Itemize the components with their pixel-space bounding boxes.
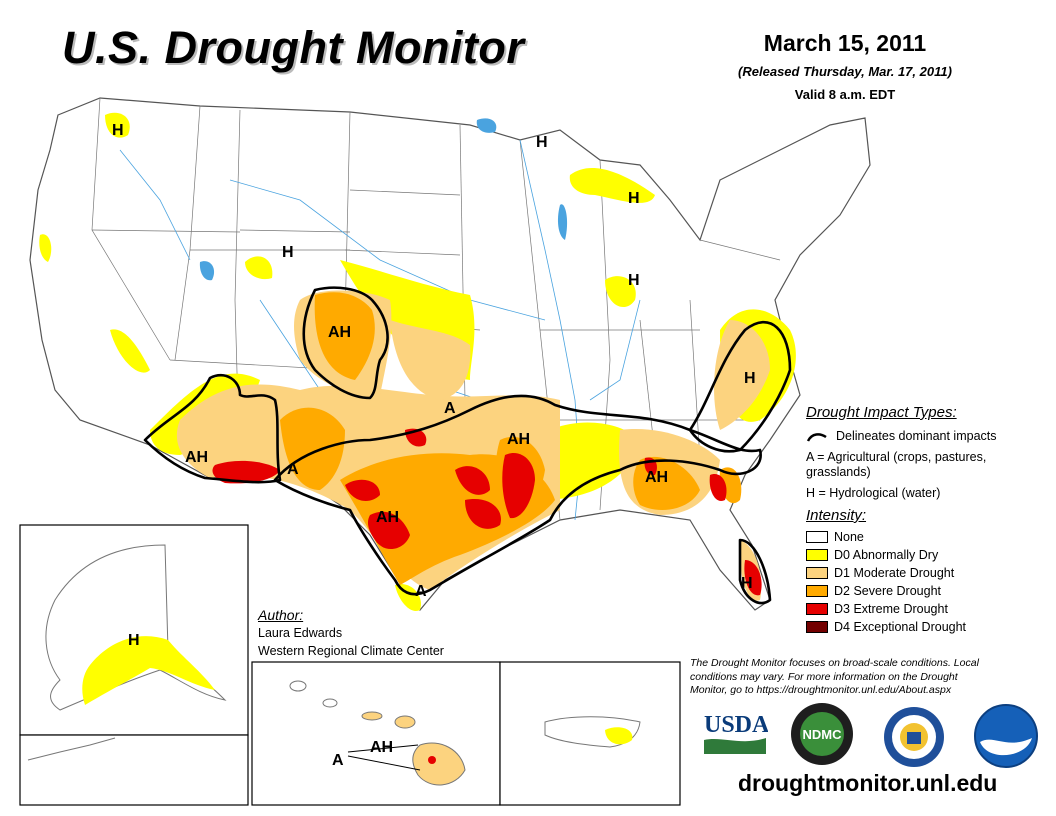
intensity-swatch [806, 567, 828, 579]
map-label-ah: AH [645, 469, 668, 486]
map-label-ah: AH [185, 449, 208, 466]
intensity-swatch [806, 531, 828, 543]
impact-line-icon [806, 432, 827, 442]
author-name: Laura Edwards [258, 626, 343, 640]
intensity-label: D4 Exceptional Drought [834, 620, 967, 634]
map-labels: H H H H H AH H A AH AH A AH AH H A H AH … [112, 122, 756, 769]
map-label-a: A [415, 583, 427, 600]
author-heading: Author: [258, 607, 304, 623]
intensity-row: D0 Abnormally Dry [806, 546, 1046, 564]
map-label-h: H [282, 244, 294, 261]
author-block: Author: Laura Edwards Western Regional C… [258, 606, 444, 660]
map-label-h: H [628, 272, 640, 289]
impact-line-label: Delineates dominant impacts [836, 429, 997, 443]
map-label-ah: AH [376, 509, 399, 526]
intensity-swatch [806, 585, 828, 597]
map-label-h: H [112, 122, 124, 139]
ndmc-logo-text: NDMC [803, 727, 843, 742]
page-title: U.S. Drought Monitor [62, 22, 525, 73]
map-label-h: H [628, 190, 640, 207]
intensity-swatch [806, 603, 828, 615]
disclaimer-note: The Drought Monitor focuses on broad-sca… [690, 657, 979, 696]
impact-a-row: A = Agricultural (crops, pastures, grass… [806, 450, 1046, 480]
intensity-label: None [834, 530, 864, 544]
legend: Drought Impact Types: Delineates dominan… [806, 404, 1046, 636]
intensity-swatch [806, 549, 828, 561]
d3-areas [212, 428, 762, 596]
author-org: Western Regional Climate Center [258, 644, 444, 658]
impact-boundaries [143, 286, 792, 605]
impact-h-row: H = Hydrological (water) [806, 486, 1046, 501]
impact-heading: Drought Impact Types: [806, 404, 957, 421]
map-label-h: H [744, 370, 756, 387]
hawaii-inset-frame [251, 661, 501, 806]
intensity-row: D2 Severe Drought [806, 582, 1046, 600]
lakes [199, 118, 568, 281]
impact-a-label: A = Agricultural (crops, pastures, grass… [806, 450, 987, 479]
map-label-ah: AH [370, 739, 393, 756]
map-label-a: A [332, 752, 344, 769]
intensity-label: D3 Extreme Drought [834, 602, 948, 616]
intensity-row: D4 Exceptional Drought [806, 618, 1046, 636]
usda-logo: USDA [702, 708, 770, 758]
alaska-d0-area [82, 636, 215, 705]
release-date: (Released Thursday, Mar. 17, 2011) [738, 64, 952, 79]
map-date: March 15, 2011 [763, 30, 927, 56]
map-label-h: H [128, 632, 140, 649]
valid-time: Valid 8 a.m. EDT [794, 87, 896, 102]
map-label-a: A [444, 400, 456, 417]
impact-line-row: Delineates dominant impacts [806, 429, 1046, 444]
intensity-heading: Intensity: [806, 507, 867, 524]
map-label-a: A [287, 461, 299, 478]
intensity-label: D1 Moderate Drought [834, 566, 955, 580]
alaska-aleutians [27, 737, 116, 761]
intensity-row: D3 Extreme Drought [806, 600, 1046, 618]
map-label-h: H [741, 575, 753, 592]
map-label-ah: AH [328, 324, 351, 341]
usda-logo-text: USDA [704, 712, 768, 738]
noaa-logo [974, 704, 1038, 768]
impact-h-label: H = Hydrological (water) [806, 486, 941, 500]
intensity-swatch [806, 621, 828, 633]
puerto-rico-d0-area [605, 727, 633, 745]
commerce-seal [883, 706, 945, 768]
website-url[interactable]: droughtmonitor.unl.edu [738, 770, 998, 796]
alaska-aleutian-frame [19, 734, 249, 806]
map-label-h: H [536, 134, 548, 151]
intensity-row: D1 Moderate Drought [806, 564, 1046, 582]
ndmc-logo: NDMC [790, 702, 854, 766]
hawaii-islands [289, 680, 466, 786]
map-label-ah: AH [507, 431, 530, 448]
intensity-label: D0 Abnormally Dry [834, 548, 939, 562]
intensity-row: None [806, 528, 1046, 546]
intensity-label: D2 Severe Drought [834, 584, 942, 598]
